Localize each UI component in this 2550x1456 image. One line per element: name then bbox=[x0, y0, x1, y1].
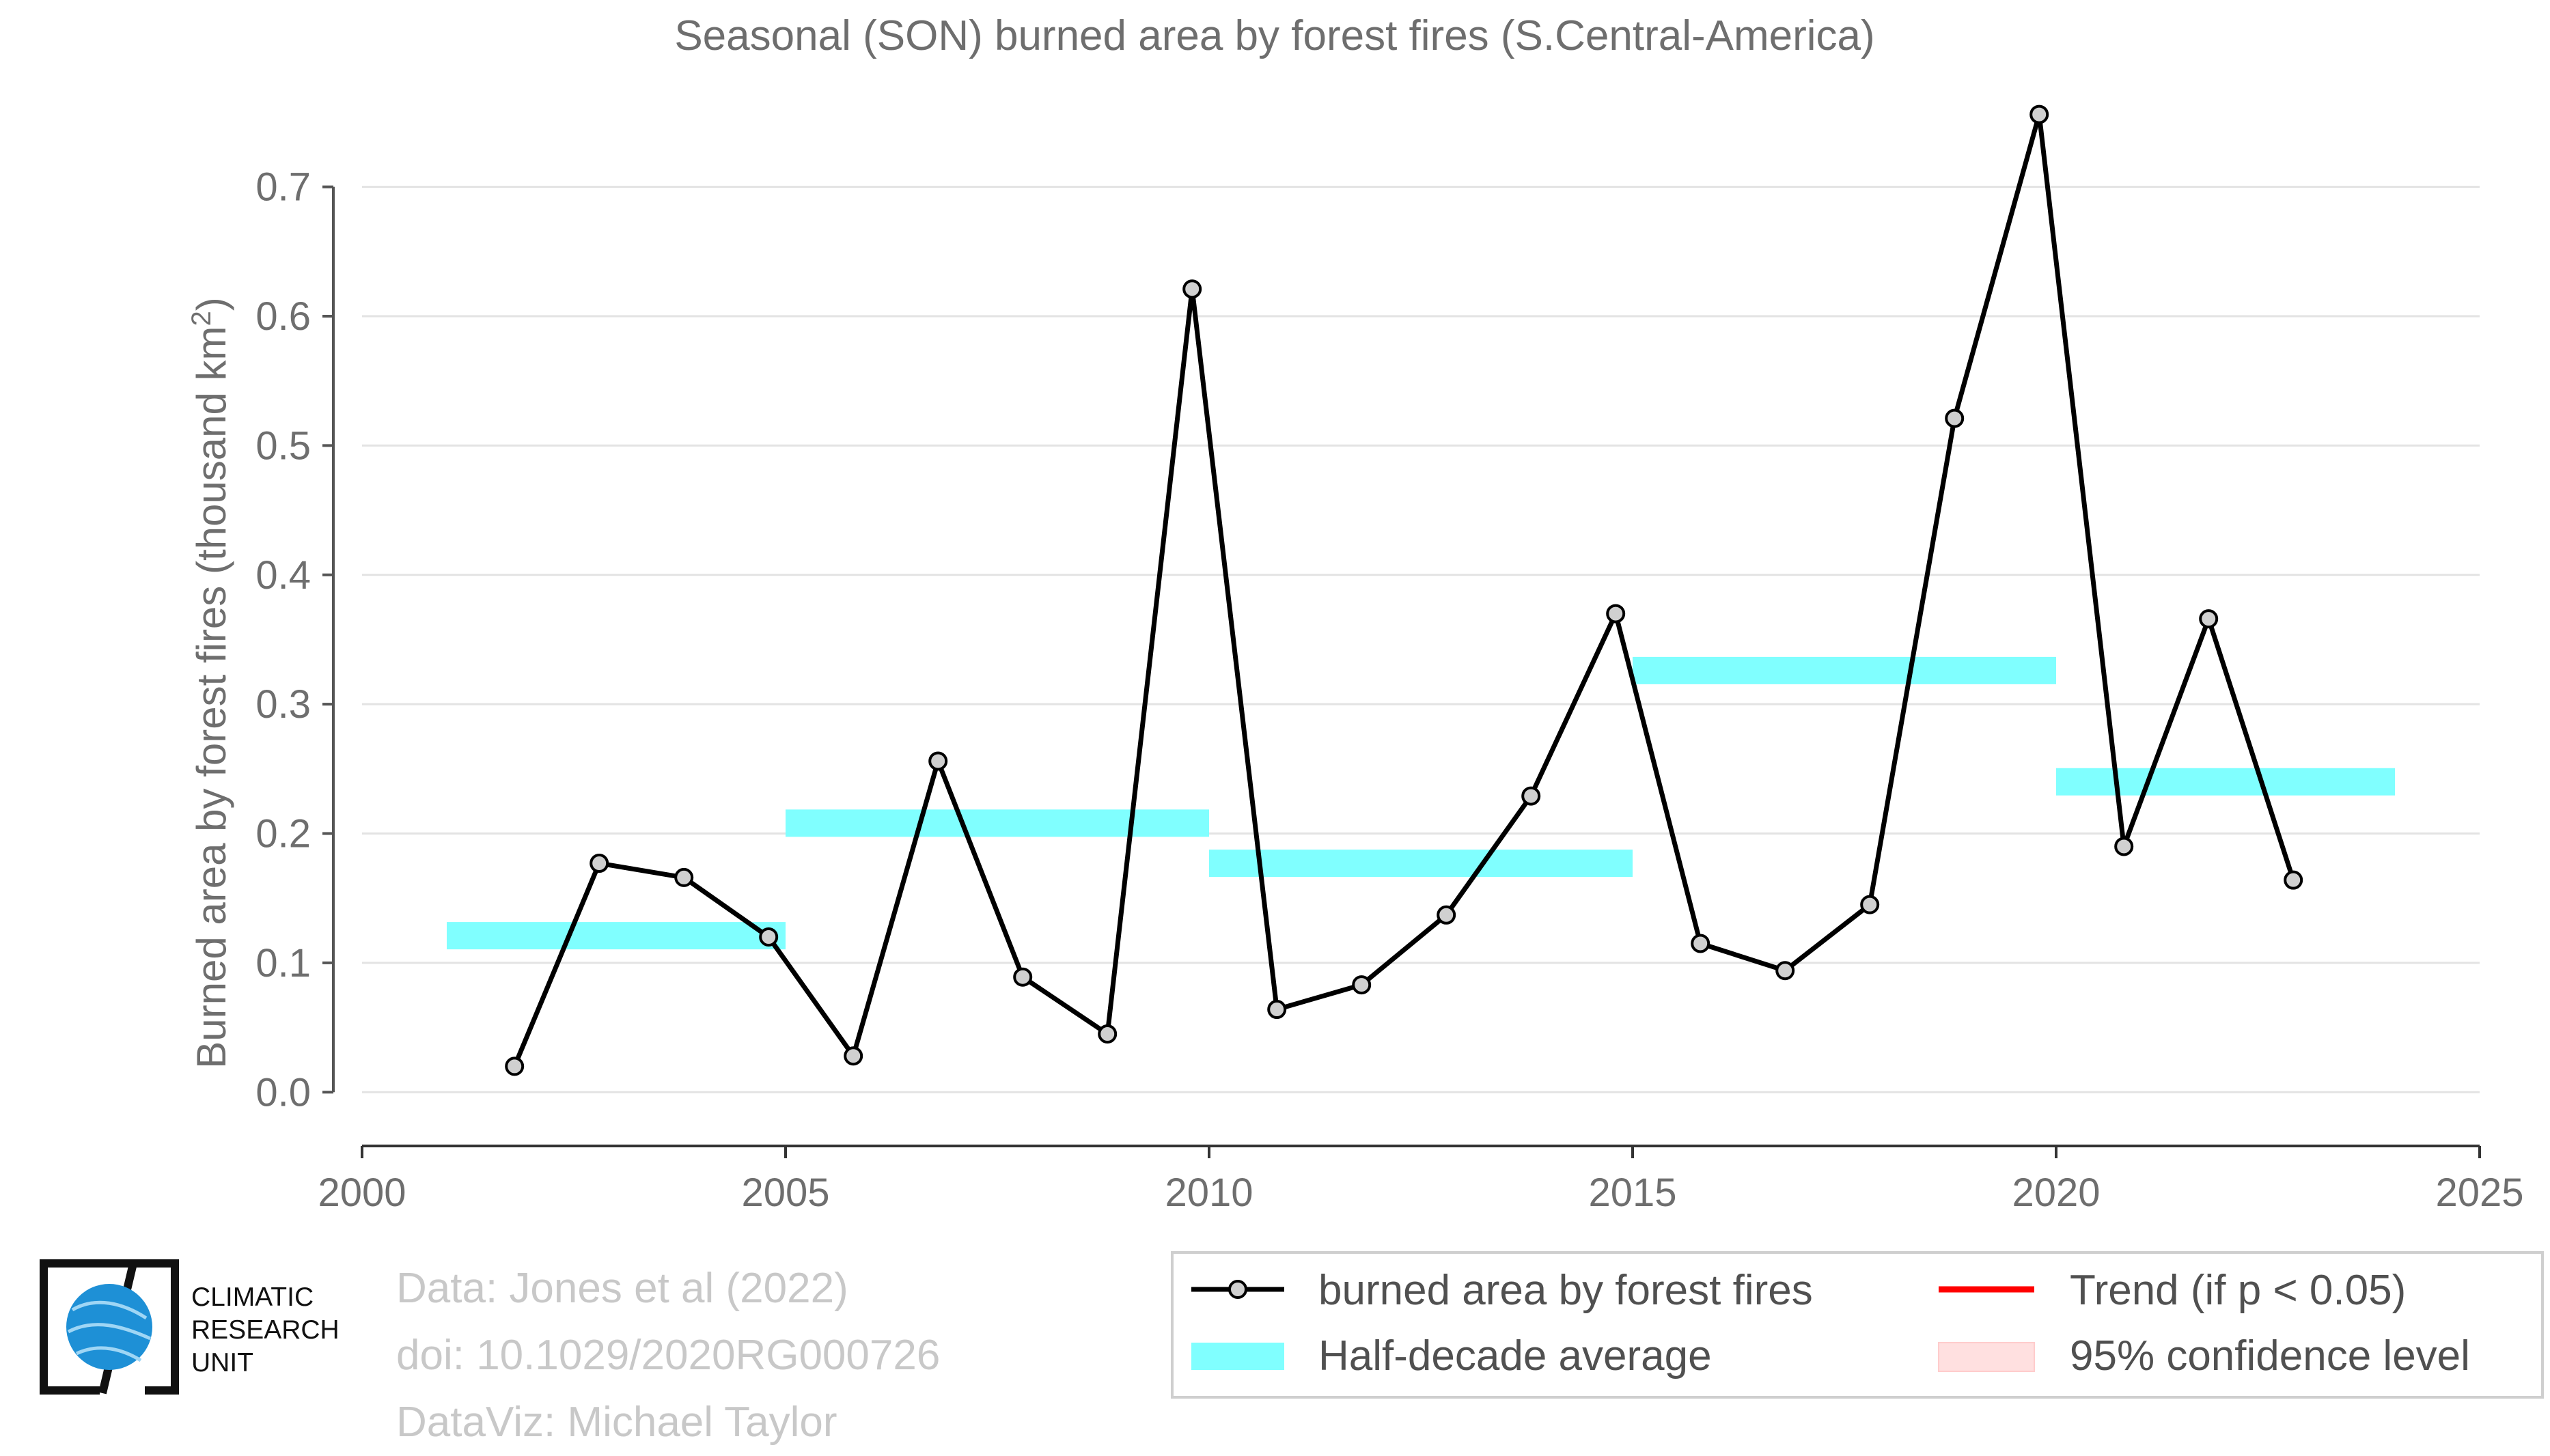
logo-text-line2: RESEARCH bbox=[191, 1315, 339, 1345]
data-point bbox=[505, 1056, 525, 1076]
data-point bbox=[1098, 1024, 1118, 1044]
legend-frame bbox=[1171, 1251, 2544, 1399]
y-tick-label: 0.6 bbox=[255, 294, 311, 339]
y-tick-label: 0.2 bbox=[255, 812, 311, 856]
data-point bbox=[1775, 961, 1795, 981]
data-point bbox=[2029, 104, 2049, 124]
half-decade-bar bbox=[2056, 768, 2395, 796]
cru-logo: CLIMATIC RESEARCH UNIT bbox=[40, 1259, 339, 1395]
y-axis-label: Burned area by forest fires (thousand km… bbox=[186, 297, 234, 1068]
data-point bbox=[759, 927, 779, 947]
x-tick-label: 2005 bbox=[741, 1171, 829, 1215]
y-tick-label: 0.4 bbox=[255, 553, 311, 598]
data-point bbox=[1521, 786, 1541, 806]
x-tick-label: 2010 bbox=[1165, 1171, 1253, 1215]
y-tick-label: 0.5 bbox=[255, 423, 311, 468]
chart-title: Seasonal (SON) burned area by forest fir… bbox=[674, 12, 1874, 59]
x-axis: 2000 2005 2010 2015 2020 2025 bbox=[318, 1145, 2524, 1215]
data-point bbox=[1013, 967, 1033, 987]
logo-text-line1: CLIMATIC bbox=[191, 1283, 314, 1312]
data-point bbox=[2114, 837, 2134, 856]
data-point bbox=[1182, 279, 1202, 299]
data-point bbox=[2284, 870, 2303, 890]
logo-bracket-left bbox=[40, 1259, 128, 1395]
half-decade-bar bbox=[447, 922, 786, 950]
data-point bbox=[1606, 604, 1626, 624]
data-line bbox=[505, 104, 2303, 1076]
grid-lines bbox=[362, 186, 2480, 1093]
half-decade-bars bbox=[447, 656, 2395, 950]
y-tick-label: 0.3 bbox=[255, 682, 311, 727]
data-point bbox=[1352, 975, 1372, 995]
globe-swirl bbox=[67, 1300, 152, 1362]
legend-series-label: burned area by forest fires bbox=[1318, 1267, 1813, 1314]
data-point bbox=[844, 1046, 863, 1066]
logo-text-line3: UNIT bbox=[191, 1348, 253, 1377]
x-tick-label: 2000 bbox=[318, 1171, 406, 1215]
credit-doi: doi: 10.1029/2020RG000726 bbox=[396, 1332, 941, 1379]
legend: burned area by forest fires Half-decade … bbox=[1171, 1251, 2544, 1399]
data-point bbox=[928, 751, 948, 771]
series-line bbox=[512, 112, 2296, 1067]
data-point bbox=[674, 867, 694, 887]
data-point bbox=[590, 854, 609, 873]
data-point bbox=[2199, 609, 2219, 629]
half-decade-bar bbox=[786, 809, 1209, 837]
x-tick-label: 2015 bbox=[1588, 1171, 1676, 1215]
data-point bbox=[1437, 905, 1456, 925]
data-point bbox=[1691, 934, 1710, 953]
half-decade-bar bbox=[1633, 656, 2056, 684]
data-point bbox=[1945, 408, 1965, 428]
half-decade-bar bbox=[1209, 850, 1633, 878]
y-axis: 0.0 0.1 0.2 0.3 0.4 0.5 0.6 0.7 bbox=[255, 165, 335, 1115]
legend-average-swatch bbox=[1191, 1343, 1284, 1370]
y-tick-label: 0.7 bbox=[255, 165, 311, 210]
legend-confidence-label: 95% confidence level bbox=[2070, 1332, 2470, 1380]
legend-series-marker bbox=[1228, 1280, 1247, 1299]
x-tick-label: 2025 bbox=[2435, 1171, 2523, 1215]
legend-average-label: Half-decade average bbox=[1318, 1332, 1712, 1380]
legend-confidence-swatch bbox=[1938, 1342, 2035, 1372]
credit-dataviz: DataViz: Michael Taylor bbox=[396, 1399, 837, 1446]
credit-data-source: Data: Jones et al (2022) bbox=[396, 1265, 848, 1312]
y-tick-label: 0.0 bbox=[255, 1070, 311, 1115]
data-credits: Data: Jones et al (2022) doi: 10.1029/20… bbox=[396, 1255, 940, 1456]
x-tick-label: 2020 bbox=[2012, 1171, 2100, 1215]
data-point bbox=[1860, 895, 1880, 914]
logo-bracket-right bbox=[117, 1259, 179, 1395]
data-point bbox=[1267, 1000, 1287, 1020]
legend-trend-label: Trend (if p < 0.05) bbox=[2070, 1267, 2406, 1314]
y-tick-label: 0.1 bbox=[255, 941, 311, 985]
